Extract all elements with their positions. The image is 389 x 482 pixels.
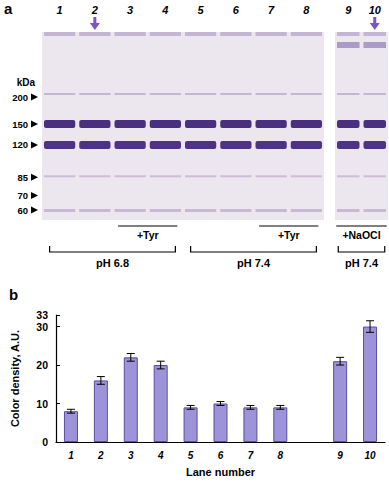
svg-text:8: 8 (303, 4, 310, 16)
svg-text:b: b (9, 286, 18, 303)
svg-text:Lane number: Lane number (186, 466, 256, 478)
svg-text:pH 6.8: pH 6.8 (96, 257, 129, 269)
svg-text:+NaOCl: +NaOCl (342, 229, 380, 241)
svg-text:2: 2 (97, 450, 104, 461)
svg-text:30: 30 (36, 321, 48, 333)
svg-text:20: 20 (36, 359, 48, 371)
svg-text:10: 10 (364, 450, 376, 461)
svg-text:85: 85 (17, 172, 28, 183)
svg-text:33: 33 (36, 309, 48, 321)
svg-text:200: 200 (12, 92, 28, 103)
svg-text:0: 0 (42, 436, 48, 448)
svg-text:kDa: kDa (17, 77, 36, 88)
svg-text:5: 5 (198, 4, 205, 16)
svg-text:70: 70 (17, 190, 28, 201)
svg-text:10: 10 (36, 398, 48, 410)
svg-text:2: 2 (91, 4, 98, 16)
svg-text:1: 1 (57, 4, 63, 16)
svg-text:120: 120 (12, 139, 28, 150)
svg-text:+Tyr: +Tyr (278, 229, 300, 241)
svg-text:6: 6 (233, 4, 240, 16)
svg-text:10: 10 (369, 4, 382, 16)
svg-text:pH 7.4: pH 7.4 (345, 257, 379, 269)
svg-text:4: 4 (157, 450, 164, 461)
svg-text:9: 9 (345, 4, 352, 16)
svg-text:60: 60 (17, 205, 28, 216)
svg-text:pH 7.4: pH 7.4 (237, 257, 271, 269)
svg-text:6: 6 (218, 450, 224, 461)
svg-text:+Tyr: +Tyr (137, 229, 159, 241)
svg-text:3: 3 (128, 450, 134, 461)
svg-text:Color density, A.U.: Color density, A.U. (9, 330, 21, 427)
svg-text:4: 4 (161, 4, 168, 16)
svg-text:150: 150 (12, 119, 28, 130)
svg-text:a: a (4, 0, 13, 17)
svg-text:1: 1 (68, 450, 74, 461)
svg-text:3: 3 (127, 4, 133, 16)
svg-text:8: 8 (278, 450, 284, 461)
svg-text:9: 9 (337, 450, 343, 461)
svg-text:7: 7 (268, 4, 275, 16)
svg-text:7: 7 (248, 450, 254, 461)
svg-text:5: 5 (188, 450, 194, 461)
